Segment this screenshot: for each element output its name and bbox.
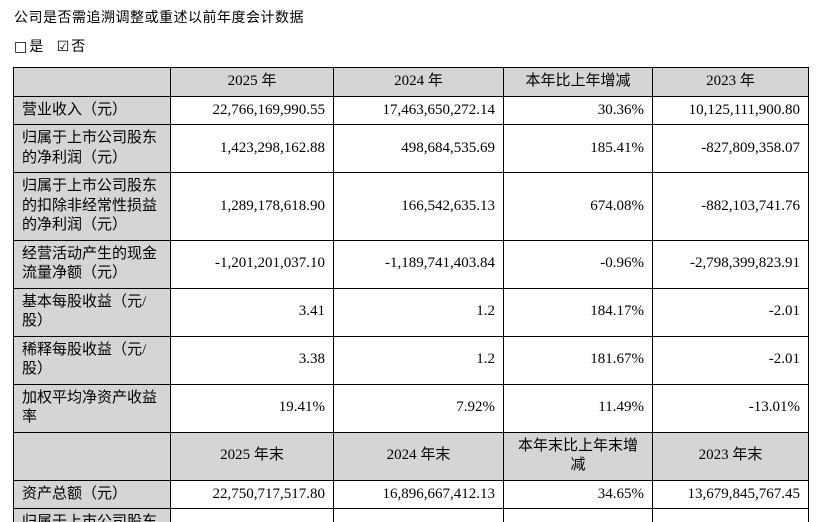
value-cell: -13.01% [652,383,809,433]
value-cell: 19.41% [170,383,334,433]
checkbox-checked-icon: ☑ [56,39,70,55]
value-cell: 16,896,667,412.13 [333,479,504,509]
table-row: 加权平均净资产收益率 19.41% 7.92% 11.49% -13.01% [13,383,809,433]
value-cell: 10,125,111,900.80 [652,95,809,125]
value-cell: 498,684,535.69 [333,124,504,173]
row-label: 营业收入（元） [13,95,171,125]
table-row: 营业收入（元） 22,766,169,990.55 17,463,650,272.1… [13,95,809,125]
column-header: 2023 年 [652,67,809,97]
option-no: ☑ 否 [56,39,86,55]
value-cell: 7,854,293,966.70 [170,508,334,522]
column-header: 2024 年末 [333,431,504,481]
value-cell: 3.41 [170,287,334,337]
value-cell: -2.01 [652,335,809,385]
column-header: 2023 年末 [652,431,809,481]
value-cell: -827,809,358.07 [652,124,809,173]
value-cell: 17,463,650,272.14 [333,95,504,125]
row-label: 资产总额（元） [13,479,171,509]
value-cell: 6,021,129,105.70 [652,508,809,522]
table-row: 基本每股收益（元/股） 3.41 1.2 184.17% -2.01 [13,287,809,337]
value-cell: 1.2 [333,287,504,337]
row-label: 归属于上市公司股东的扣除非经常性损益的净利润（元） [13,172,171,241]
table-row: 归属于上市公司股东的净利润（元） 1,423,298,162.88 498,684,… [13,124,809,173]
value-cell: 1.2 [333,335,504,385]
option-no-label: 否 [71,40,86,55]
value-cell: 22,750,717,517.80 [170,479,334,509]
table-body: 2025 年 2024 年本年比上年增减 2023 年营业收入（元） 22,766,1… [13,67,809,522]
value-cell: -2.01 [652,287,809,337]
value-cell: 21.44% [503,508,653,522]
value-cell: 11.49% [503,383,653,433]
row-label: 加权平均净资产收益率 [13,383,171,433]
value-cell: 181.67% [503,335,653,385]
value-cell: -2,798,399,823.91 [652,239,809,289]
corner-cell [13,67,171,97]
value-cell: 166,542,635.13 [333,172,504,241]
table-row: 稀释每股收益（元/股） 3.38 1.2 181.67% -2.01 [13,335,809,385]
row-label: 归属于上市公司股东的净利润（元） [13,124,171,173]
value-cell: 1,423,298,162.88 [170,124,334,173]
corner-cell [13,431,171,481]
table-row: 资产总额（元） 22,750,717,517.80 16,896,667,412.1… [13,479,809,509]
column-header: 2025 年 [170,67,334,97]
financial-summary-table: 2025 年 2024 年本年比上年增减 2023 年营业收入（元） 22,766,1… [13,67,809,522]
column-header: 本年比上年增减 [503,67,653,97]
option-yes: □ 是 [14,39,44,55]
value-cell: 3.38 [170,335,334,385]
restatement-answer: □ 是 ☑ 否 [14,37,809,58]
table-row: 归属于上市公司股东的扣除非经常性损益的净利润（元） 1,289,178,618.9… [13,172,809,241]
value-cell: 13,679,845,767.45 [652,479,809,509]
value-cell: 34.65% [503,479,653,509]
header-row-2: 2025 年末 2024 年末 本年末比上年末增减 2023 年末 [13,431,809,481]
value-cell: 30.36% [503,95,653,125]
value-cell: -882,103,741.76 [652,172,809,241]
value-cell: -1,201,201,037.10 [170,239,334,289]
value-cell: 7.92% [333,383,504,433]
row-label: 归属于上市公司股东的净资产（元） [13,508,171,522]
table-row: 经营活动产生的现金流量净额（元） -1,201,201,037.10 -1,189,… [13,239,809,289]
row-label: 基本每股收益（元/股） [13,287,171,337]
column-header: 2025 年末 [170,431,334,481]
column-header: 2024 年 [333,67,504,97]
row-label: 稀释每股收益（元/股） [13,335,171,385]
checkbox-unchecked-icon: □ [14,39,28,55]
row-label: 经营活动产生的现金流量净额（元） [13,239,171,289]
value-cell: 674.08% [503,172,653,241]
table-row: 归属于上市公司股东的净资产（元）7,854,293,966.706,467,48… [13,508,809,522]
value-cell: 185.41% [503,124,653,173]
value-cell: -1,189,741,403.84 [333,239,504,289]
value-cell: -0.96% [503,239,653,289]
restatement-question: 公司是否需追溯调整或重述以前年度会计数据 [14,11,304,26]
column-header: 本年末比上年末增减 [503,431,653,481]
value-cell: 1,289,178,618.90 [170,172,334,241]
value-cell: 6,467,489,442.63 [333,508,504,522]
value-cell: 184.17% [503,287,653,337]
option-yes-label: 是 [29,40,44,55]
value-cell: 22,766,169,990.55 [170,95,334,125]
header-row-1: 2025 年 2024 年本年比上年增减 2023 年 [13,67,809,97]
